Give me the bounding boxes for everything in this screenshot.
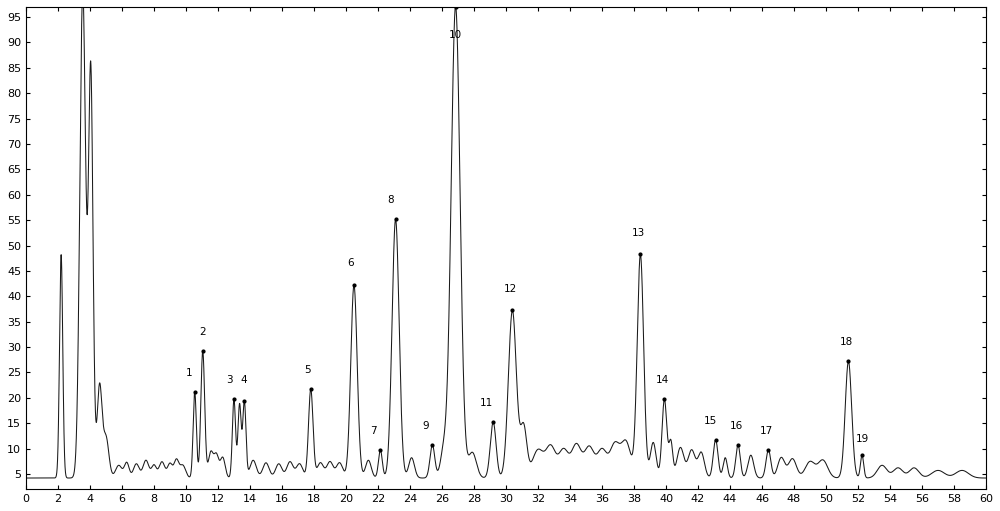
- Text: 6: 6: [347, 259, 354, 268]
- Text: 12: 12: [504, 284, 517, 294]
- Text: 15: 15: [704, 416, 717, 426]
- Text: 8: 8: [387, 195, 394, 205]
- Text: 7: 7: [370, 426, 376, 436]
- Text: 17: 17: [760, 426, 773, 436]
- Text: 19: 19: [856, 433, 869, 444]
- Text: 13: 13: [632, 228, 645, 238]
- Text: 2: 2: [199, 327, 206, 337]
- Text: 3: 3: [226, 375, 232, 385]
- Text: 14: 14: [656, 375, 669, 385]
- Text: 10: 10: [449, 30, 462, 40]
- Text: 4: 4: [240, 375, 247, 385]
- Text: 18: 18: [840, 337, 853, 347]
- Text: 5: 5: [304, 365, 311, 375]
- Text: 9: 9: [423, 421, 429, 431]
- Text: 16: 16: [730, 421, 743, 431]
- Text: 11: 11: [480, 398, 493, 408]
- Text: 1: 1: [186, 367, 192, 378]
